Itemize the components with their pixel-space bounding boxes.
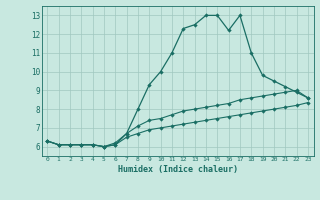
X-axis label: Humidex (Indice chaleur): Humidex (Indice chaleur) [118,165,237,174]
